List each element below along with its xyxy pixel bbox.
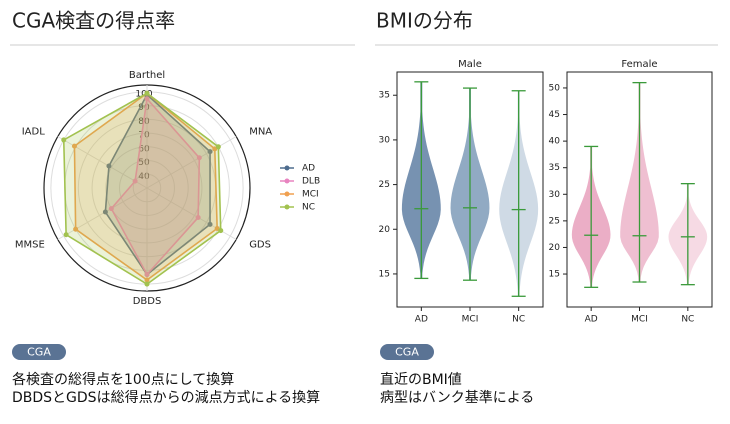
x-tick-label: NC bbox=[681, 315, 694, 325]
r-tick-label: 70 bbox=[138, 131, 150, 141]
note: 直近のBMI値 bbox=[380, 371, 462, 388]
radar-point bbox=[144, 96, 150, 102]
r-tick-label: 60 bbox=[138, 144, 150, 154]
radar-point bbox=[207, 149, 213, 155]
radar-point bbox=[196, 155, 202, 161]
heading: BMIの分布 bbox=[376, 9, 473, 33]
legend-marker bbox=[284, 178, 290, 184]
note: 各検査の総得点を100点にして換算 bbox=[12, 371, 234, 388]
y-tick-label: 40 bbox=[549, 137, 561, 147]
radar-point bbox=[144, 272, 150, 278]
axis-label: DBDS bbox=[133, 296, 162, 307]
badge: CGA bbox=[395, 346, 419, 359]
axis-label: IADL bbox=[22, 127, 45, 138]
badge: CGA bbox=[27, 346, 51, 359]
note: 病型はバンク基準による bbox=[380, 389, 534, 406]
x-tick-label: AD bbox=[585, 315, 598, 325]
axis-label: MMSE bbox=[15, 240, 45, 251]
y-tick-label: 20 bbox=[379, 225, 391, 235]
r-tick-label: 50 bbox=[138, 158, 150, 168]
radar-point bbox=[108, 206, 114, 212]
badge-bg bbox=[380, 344, 434, 360]
radar-point bbox=[195, 215, 201, 221]
radar-point bbox=[218, 228, 224, 234]
radar-point bbox=[73, 226, 79, 232]
y-tick-label: 25 bbox=[379, 180, 390, 190]
radar-point bbox=[215, 144, 221, 150]
legend-label: DLB bbox=[302, 177, 320, 187]
radar-point bbox=[144, 277, 150, 283]
x-tick-label: NC bbox=[512, 315, 525, 325]
y-tick-label: 30 bbox=[379, 135, 391, 145]
y-tick-label: 50 bbox=[549, 83, 561, 93]
y-tick-label: 25 bbox=[549, 216, 560, 226]
radar-point bbox=[144, 90, 150, 96]
y-tick-label: 35 bbox=[379, 91, 390, 101]
axis-label: MNA bbox=[249, 127, 272, 138]
radar-point bbox=[63, 232, 69, 238]
panel-title: Male bbox=[458, 59, 482, 70]
radar-point bbox=[132, 178, 138, 184]
legend-marker bbox=[284, 204, 290, 210]
legend-marker bbox=[284, 165, 290, 171]
r-tick-label: 90 bbox=[138, 103, 150, 113]
y-tick-label: 20 bbox=[549, 243, 561, 253]
legend-label: AD bbox=[302, 164, 315, 174]
axis-label: GDS bbox=[249, 240, 271, 251]
spoke bbox=[57, 187, 148, 240]
y-tick-label: 35 bbox=[549, 163, 560, 173]
y-tick-label: 45 bbox=[549, 110, 560, 120]
legend-label: NC bbox=[302, 203, 315, 213]
legend-marker bbox=[284, 191, 290, 197]
radar-area bbox=[62, 92, 222, 286]
r-tick-label: 40 bbox=[138, 172, 150, 182]
x-tick-label: AD bbox=[415, 315, 428, 325]
radar-point bbox=[61, 137, 67, 143]
x-tick-label: MCI bbox=[631, 315, 648, 325]
radar-point bbox=[102, 209, 108, 215]
y-tick-label: 15 bbox=[379, 269, 390, 279]
badge-bg bbox=[12, 344, 66, 360]
legend-label: MCI bbox=[302, 190, 319, 200]
y-tick-label: 15 bbox=[549, 270, 560, 280]
x-tick-label: MCI bbox=[462, 315, 479, 325]
radar-point bbox=[106, 163, 112, 169]
axis-label: Barthel bbox=[129, 70, 165, 81]
spoke bbox=[146, 136, 237, 189]
note: DBDSとGDSは総得点からの減点方式による換算 bbox=[12, 389, 320, 406]
y-tick-label: 30 bbox=[549, 190, 561, 200]
radar-point bbox=[144, 281, 150, 287]
panel-title: Female bbox=[621, 59, 657, 70]
radar-point bbox=[71, 143, 77, 149]
heading: CGA検査の得点率 bbox=[12, 9, 175, 33]
radar-point bbox=[207, 221, 213, 227]
